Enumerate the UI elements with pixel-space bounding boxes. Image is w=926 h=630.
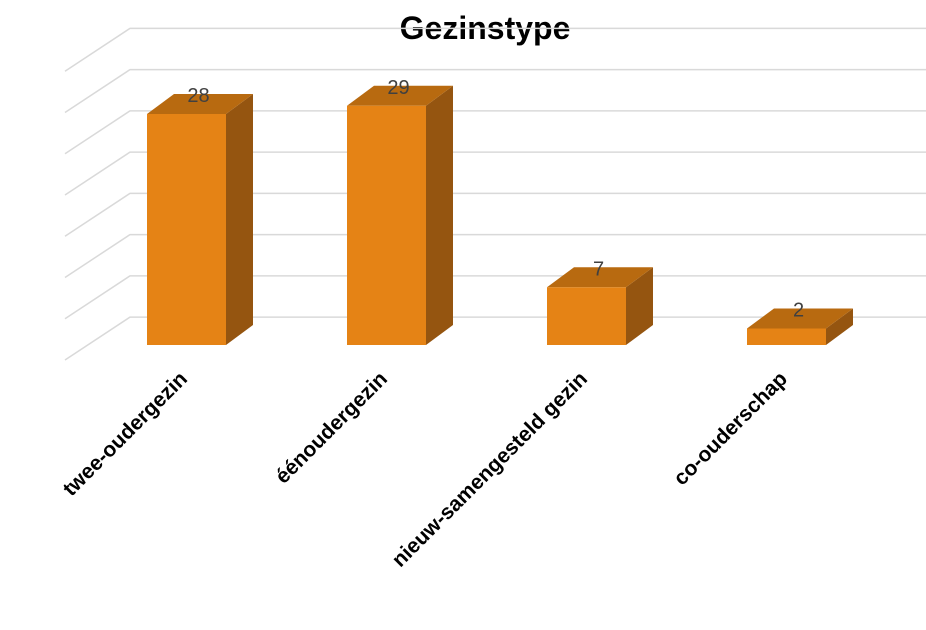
data-label: 28 (187, 85, 209, 107)
data-label: 2 (793, 300, 804, 322)
bar-side (226, 94, 253, 345)
bar (747, 329, 826, 346)
x-tick-label: éénoudergezin (271, 367, 392, 488)
data-label: 7 (593, 258, 604, 280)
gridline (65, 28, 926, 71)
bar (147, 114, 226, 345)
x-tick-label: co-ouderschap (669, 367, 792, 490)
data-label: 29 (387, 77, 409, 99)
x-tick-label: nieuw-samengesteld gezin (388, 367, 592, 571)
bar-side (426, 86, 453, 345)
bar (347, 106, 426, 345)
bar (547, 287, 626, 345)
x-tick-label: twee-oudergezin (59, 367, 192, 500)
